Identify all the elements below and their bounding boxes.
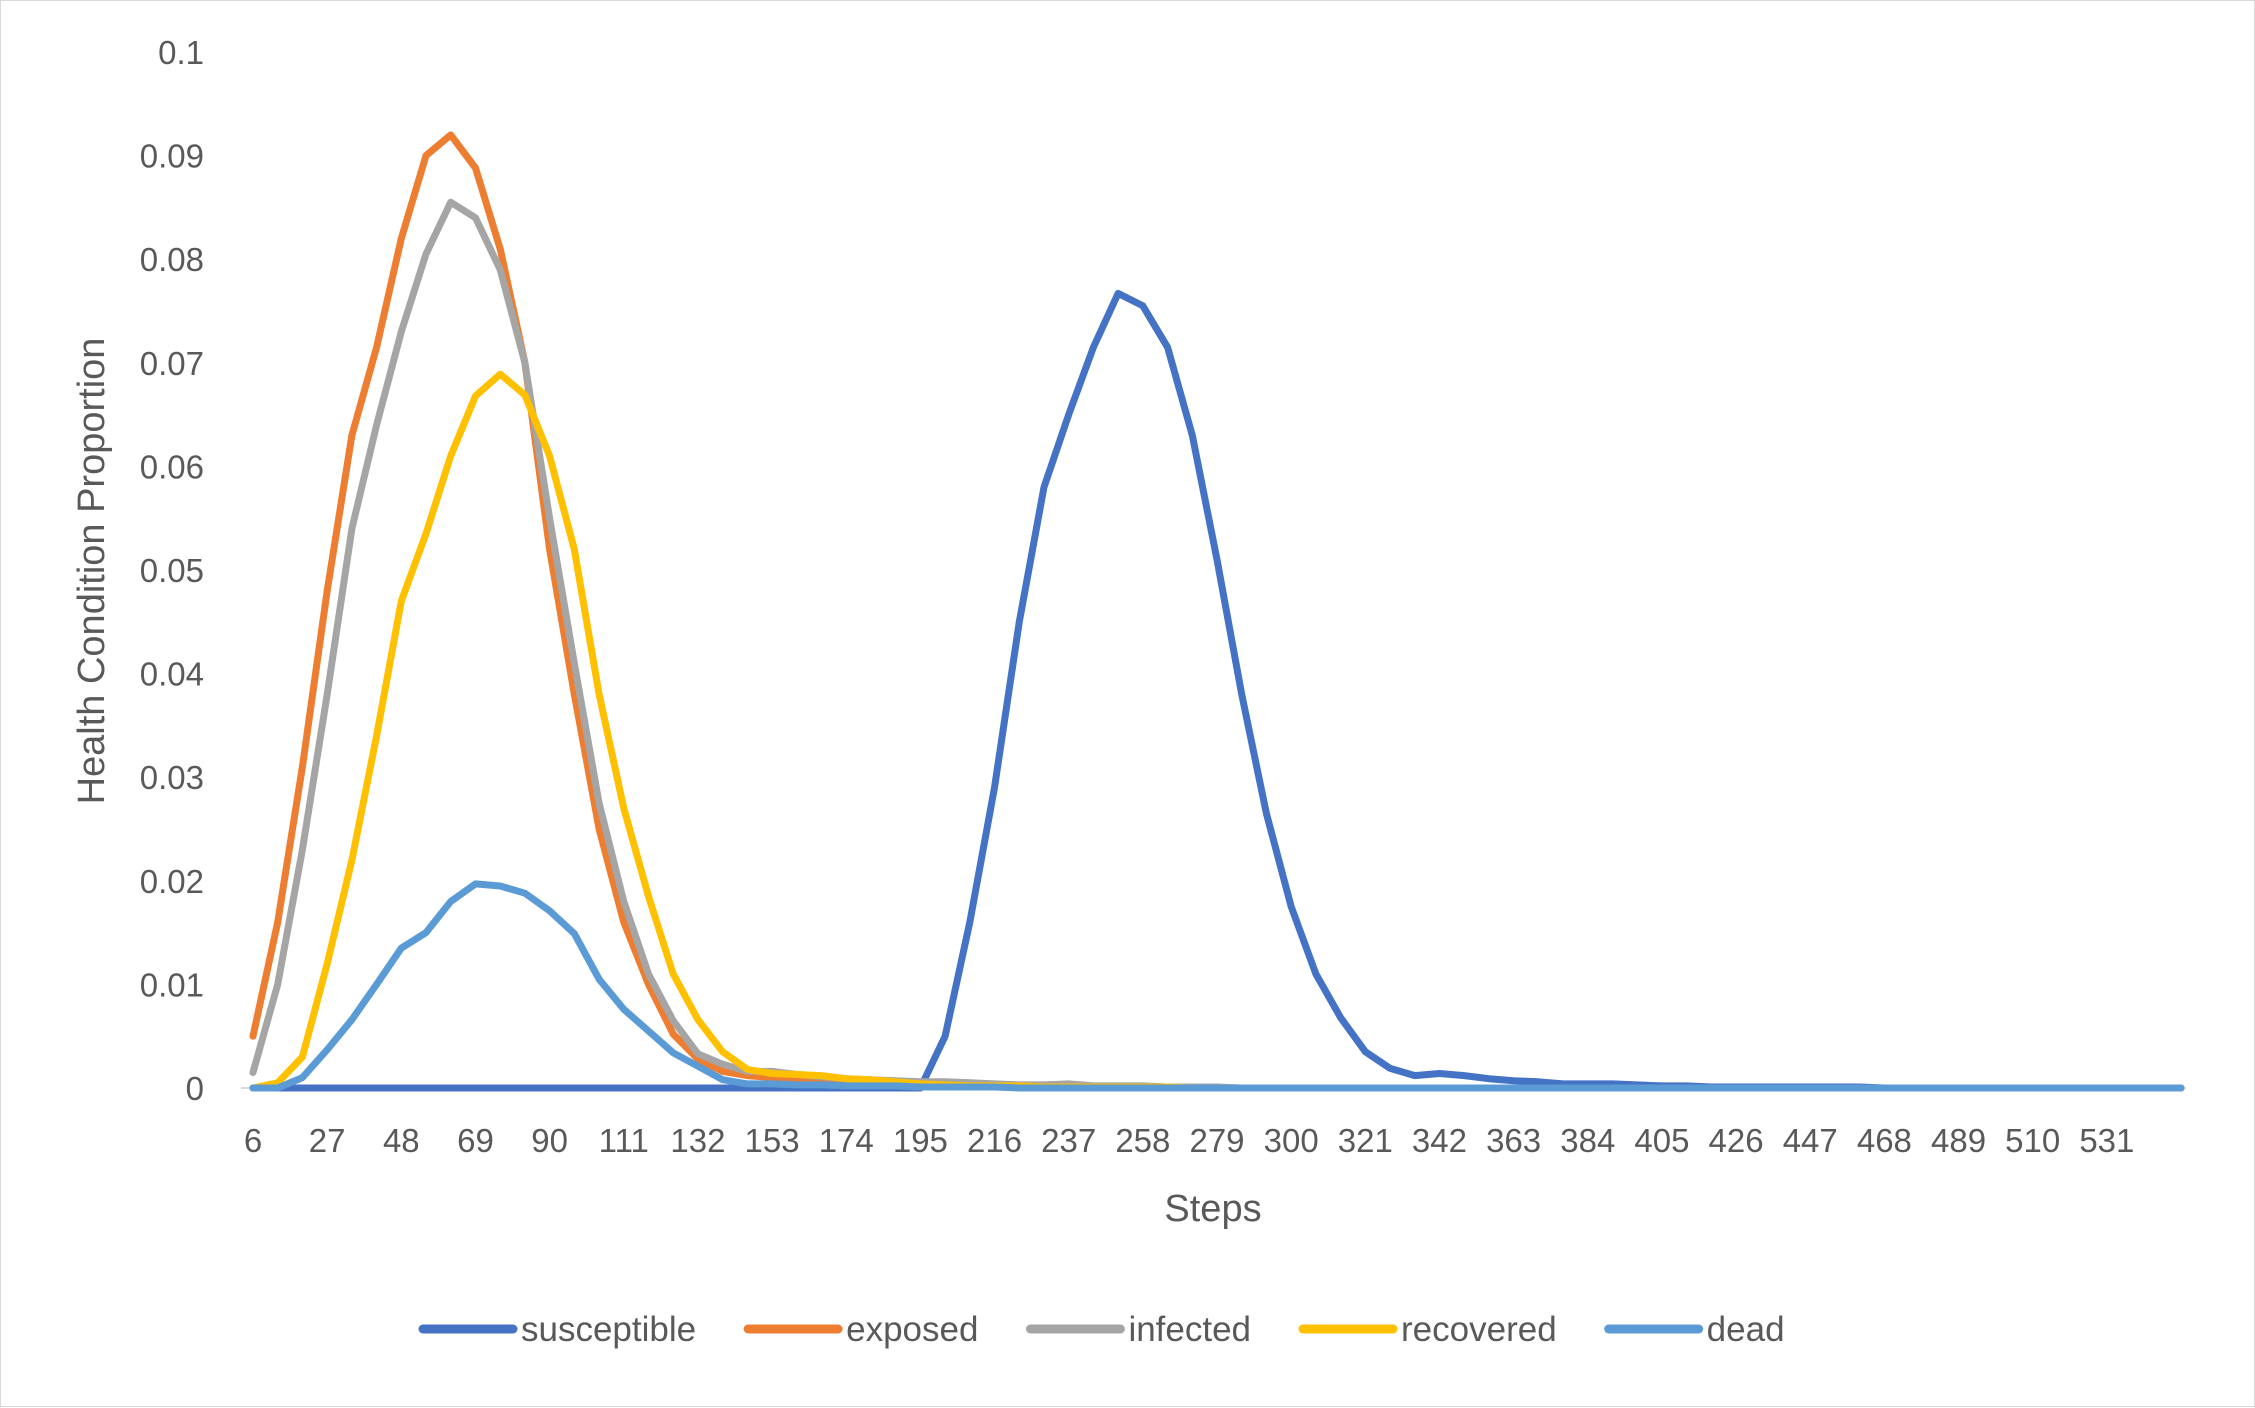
y-tick-label: 0.07 [140, 345, 204, 382]
y-tick-label: 0.02 [140, 863, 204, 900]
x-tick-label: 195 [893, 1122, 948, 1159]
legend-label-dead: dead [1707, 1310, 1785, 1349]
legend-label-recovered: recovered [1401, 1310, 1557, 1349]
y-tick-label: 0.08 [140, 241, 204, 278]
x-tick-label: 489 [1931, 1122, 1986, 1159]
x-tick-label: 258 [1115, 1122, 1170, 1159]
x-tick-label: 300 [1264, 1122, 1319, 1159]
x-tick-label: 447 [1783, 1122, 1838, 1159]
y-axis-title: Health Condition Proportion [71, 338, 113, 805]
legend: susceptible exposed infected recovered dead [418, 1310, 1785, 1349]
y-tick-label: 0.06 [140, 448, 204, 485]
y-tick-label: 0.01 [140, 966, 204, 1003]
x-tick-label: 531 [2079, 1122, 2134, 1159]
x-tick-label: 90 [531, 1122, 568, 1159]
x-tick-label: 69 [457, 1122, 494, 1159]
y-tick-label: 0.1 [158, 34, 204, 71]
y-tick-label: 0.09 [140, 138, 204, 175]
x-tick-label: 342 [1412, 1122, 1467, 1159]
legend-label-infected: infected [1128, 1310, 1251, 1349]
x-tick-label: 111 [599, 1122, 649, 1159]
legend-label-exposed: exposed [846, 1310, 978, 1349]
series-line-exposed [249, 131, 2185, 1092]
y-tick-label: 0.03 [140, 759, 204, 796]
x-tick-label: 405 [1634, 1122, 1689, 1159]
x-axis-ticks: 6 27 48 69 90 111 132 153 174 195 216 237 258 279 300 3… [244, 1122, 2135, 1159]
x-tick-label: 363 [1486, 1122, 1541, 1159]
series-line-dead [249, 880, 2185, 1092]
y-axis-ticks: 0 0.01 0.02 0.03 0.04 0.05 0.06 0.07 0.08 0.09 0.1 [140, 34, 204, 1107]
x-tick-label: 321 [1338, 1122, 1393, 1159]
x-tick-label: 6 [244, 1122, 262, 1159]
x-tick-label: 174 [819, 1122, 874, 1159]
x-tick-label: 48 [383, 1122, 420, 1159]
x-tick-label: 153 [745, 1122, 800, 1159]
x-axis-title: Steps [1164, 1188, 1261, 1230]
series-line-susceptible [249, 289, 2185, 1092]
series-line-infected [249, 198, 2185, 1092]
y-tick-label: 0 [186, 1070, 204, 1107]
x-tick-label: 384 [1560, 1122, 1615, 1159]
x-tick-label: 279 [1189, 1122, 1244, 1159]
x-tick-label: 468 [1857, 1122, 1912, 1159]
x-tick-label: 510 [2005, 1122, 2060, 1159]
x-tick-label: 426 [1709, 1122, 1764, 1159]
y-tick-label: 0.04 [140, 656, 204, 693]
x-tick-label: 27 [309, 1122, 346, 1159]
legend-label-susceptible: susceptible [521, 1310, 696, 1349]
series-lines [249, 131, 2185, 1092]
x-tick-label: 237 [1041, 1122, 1096, 1159]
y-tick-label: 0.05 [140, 552, 204, 589]
x-tick-label: 216 [967, 1122, 1022, 1159]
x-tick-label: 132 [670, 1122, 725, 1159]
